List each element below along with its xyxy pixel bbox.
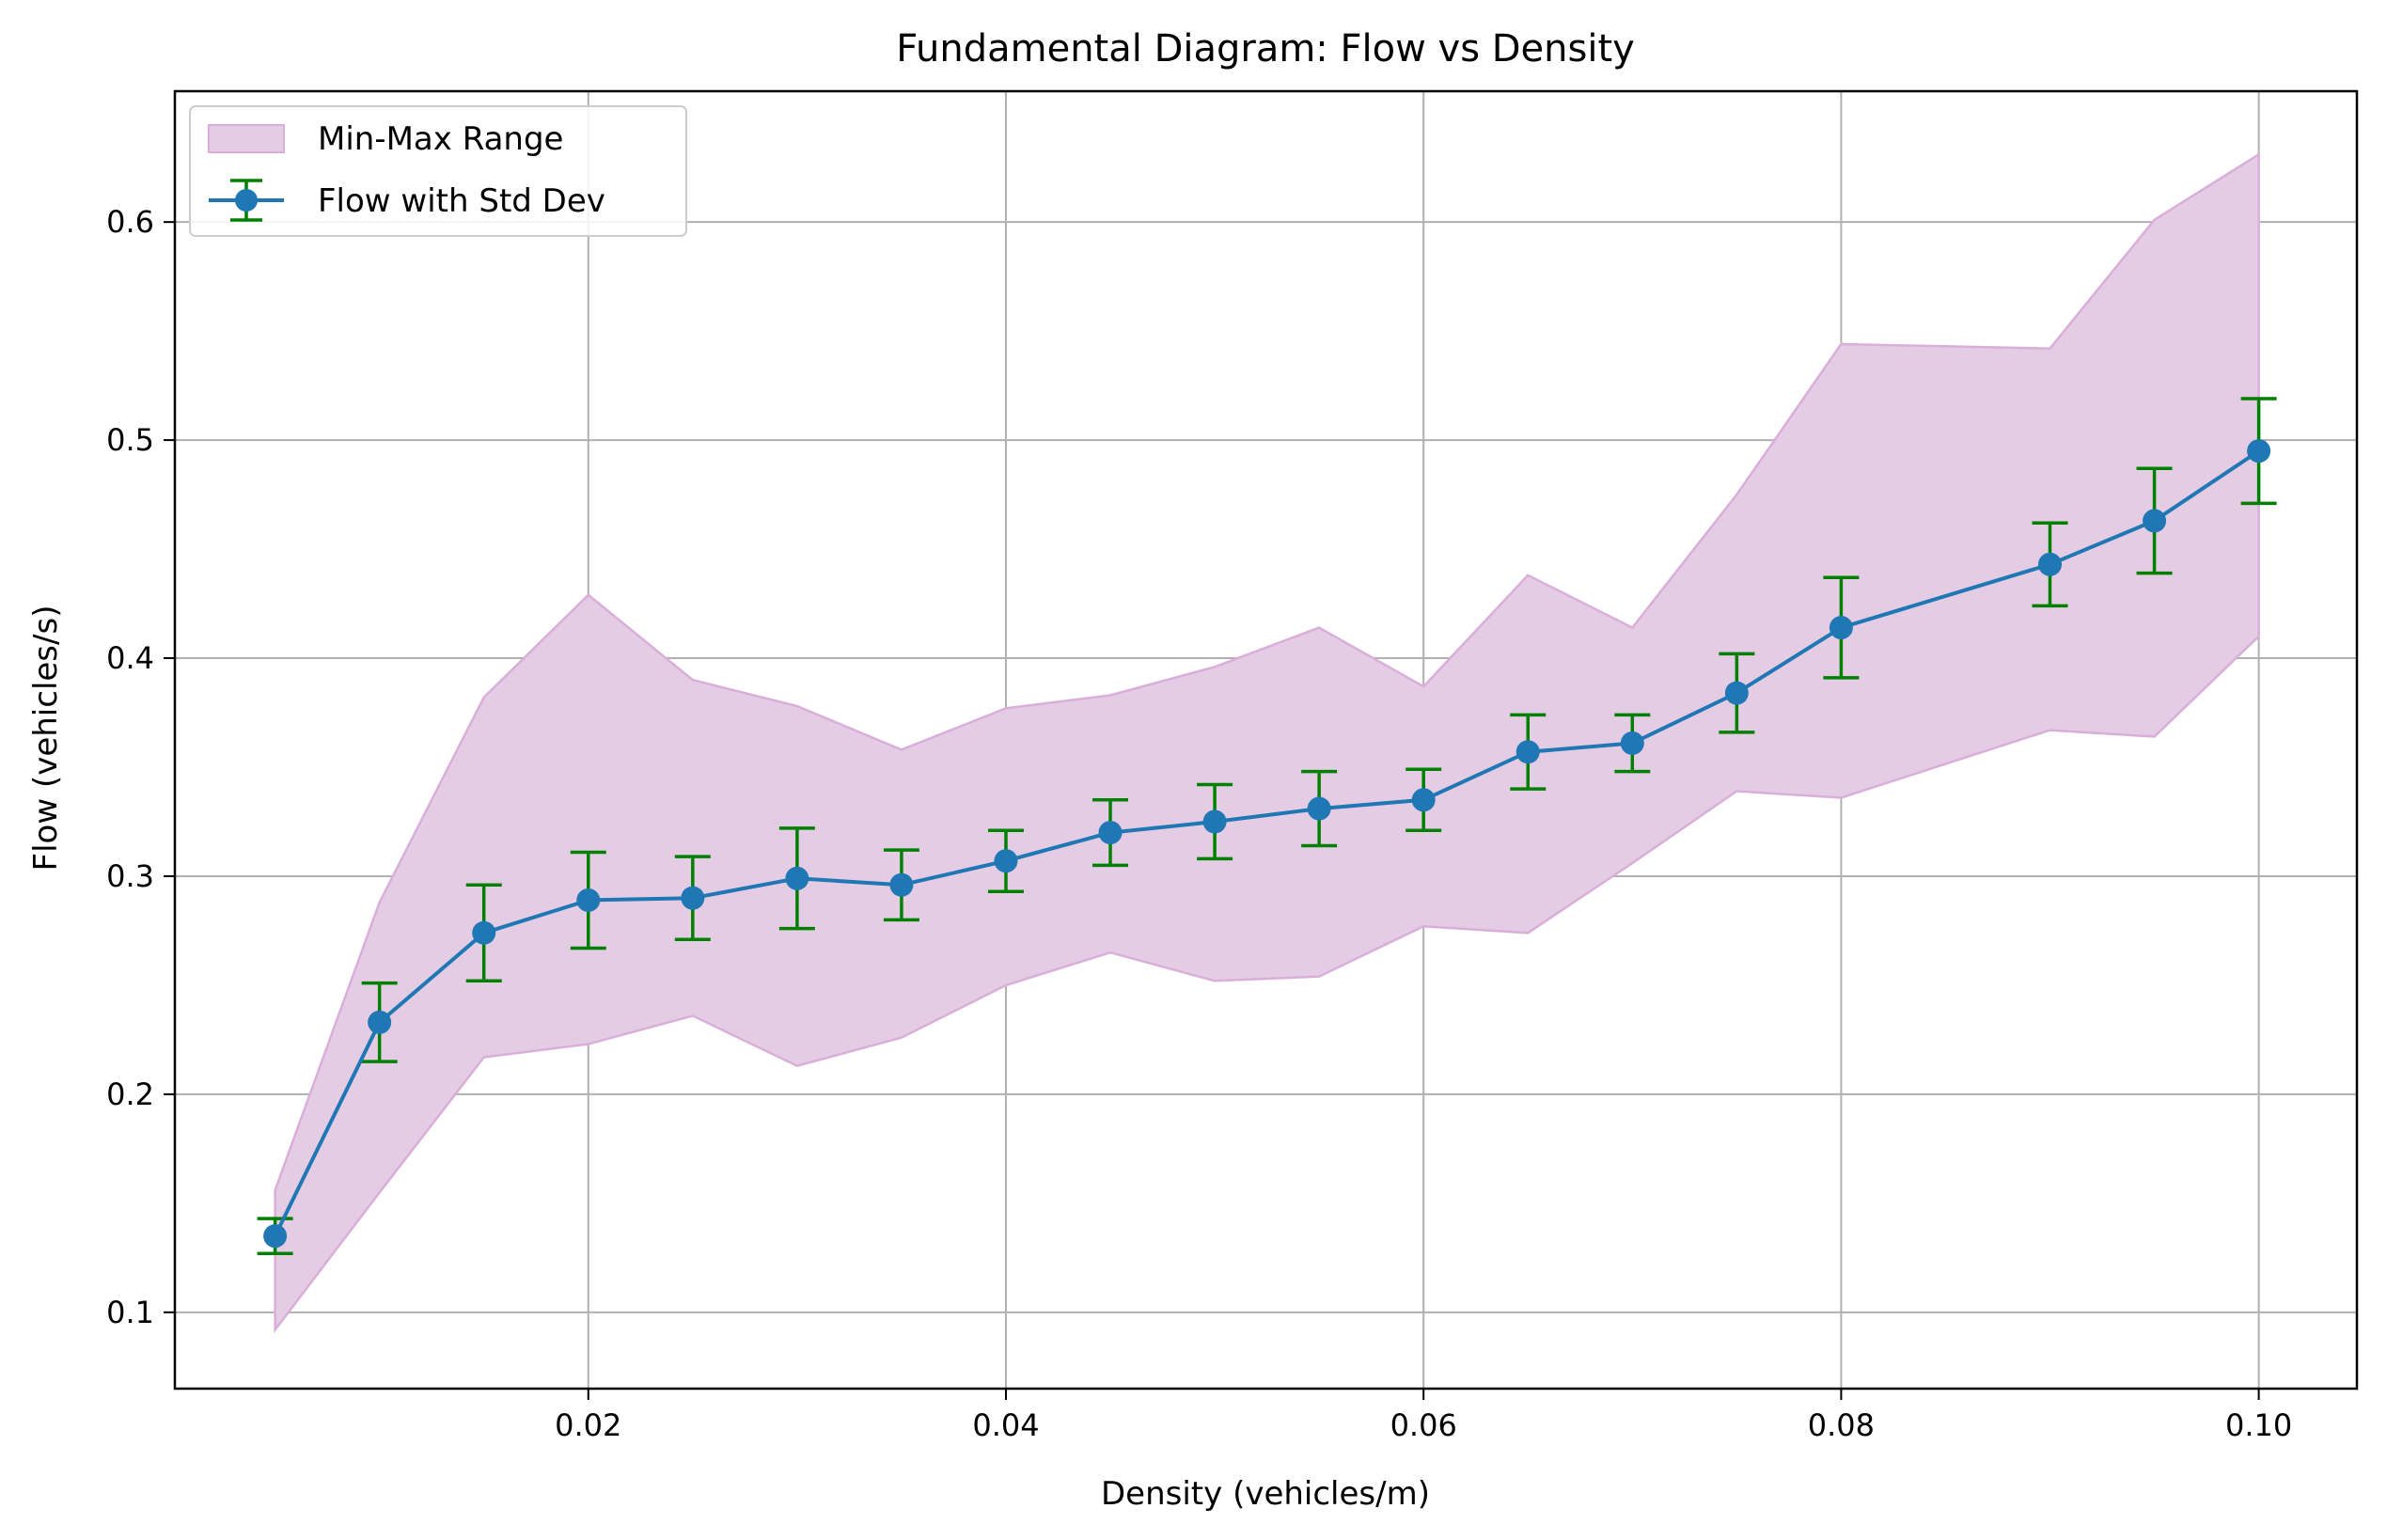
flow-point (1724, 681, 1749, 705)
flow-point (1411, 788, 1436, 812)
flow-point (889, 872, 914, 897)
x-tick-label: 0.06 (1390, 1407, 1457, 1443)
y-axis-label: Flow (vehicles/s) (27, 605, 65, 872)
legend-label-band: Min-Max Range (318, 120, 563, 158)
x-axis-label: Density (vehicles/m) (1101, 1475, 1430, 1513)
legend-marker-swatch (235, 189, 258, 212)
chart-title: Fundamental Diagram: Flow vs Density (896, 27, 1635, 71)
flow-point (785, 866, 809, 890)
x-tick-label: 0.04 (972, 1407, 1039, 1443)
x-tick-label: 0.10 (2225, 1407, 2292, 1443)
flow-series-layer (257, 397, 2277, 1255)
y-tick-label: 0.3 (106, 858, 154, 894)
axis-ticks: 0.02 0.04 0.06 0.08 0.10 0.1 0.2 0.3 0.4 0.5 0.6 (106, 204, 2292, 1443)
flow-point (2247, 439, 2271, 464)
flow-point (1515, 740, 1540, 764)
legend: Min-Max Range Flow with Std Dev (189, 105, 687, 237)
y-tick-label: 0.1 (106, 1295, 154, 1330)
y-tick-label: 0.2 (106, 1076, 154, 1112)
flow-point (681, 886, 705, 910)
min-max-band-layer (274, 152, 2260, 1334)
flow-point (1829, 616, 1853, 640)
flow-point (1098, 821, 1123, 845)
y-tick-label: 0.6 (106, 204, 154, 240)
flow-point (994, 849, 1018, 873)
flow-point (1620, 731, 1644, 755)
min-max-band (274, 152, 2260, 1334)
y-tick-label: 0.5 (106, 422, 154, 458)
legend-box (189, 105, 687, 237)
x-tick-label: 0.02 (555, 1407, 621, 1443)
x-tick-label: 0.08 (1808, 1407, 1875, 1443)
flow-point (576, 888, 601, 912)
flow-point (472, 920, 496, 945)
axes-frame (173, 89, 2359, 1391)
flow-point (368, 1010, 392, 1034)
legend-band-swatch (208, 124, 285, 153)
flow-point (1202, 809, 1227, 834)
flow-point (263, 1224, 288, 1249)
flow-point (2143, 509, 2167, 533)
y-tick-label: 0.4 (106, 640, 154, 676)
legend-label-series: Flow with Std Dev (318, 182, 605, 220)
flow-point (2038, 552, 2063, 576)
flow-point (1307, 796, 1331, 821)
